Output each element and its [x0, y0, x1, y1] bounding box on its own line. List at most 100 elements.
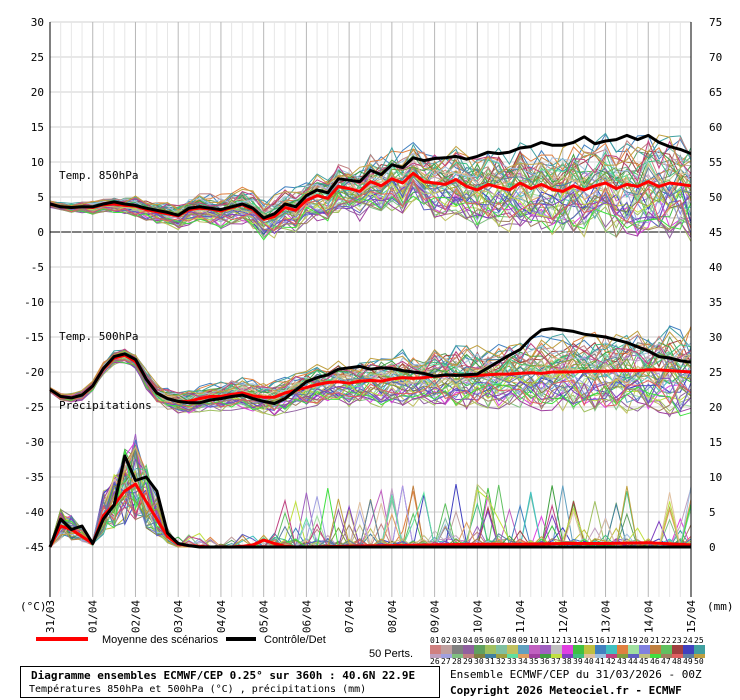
member-swatch [573, 654, 584, 658]
member-swatch [507, 645, 518, 654]
member-swatch [639, 645, 650, 654]
member-number: 30 [474, 657, 484, 664]
member-swatch [573, 645, 584, 654]
member-number: 33 [507, 657, 517, 664]
member-swatch [562, 654, 573, 658]
member-swatch [584, 654, 595, 658]
y-tick-left: -30 [24, 436, 44, 449]
member-line-t500 [49, 347, 692, 402]
member-swatch [485, 654, 496, 658]
y-tick-left: -35 [24, 471, 44, 484]
x-tick-label: 07/04 [343, 600, 356, 633]
y-tick-right: 40 [709, 261, 722, 274]
x-tick-label: 02/04 [129, 600, 142, 633]
member-swatch [562, 645, 573, 654]
member-swatch [650, 654, 661, 658]
y-tick-left: 5 [37, 191, 44, 204]
member-swatch [694, 654, 705, 658]
member-number: 42 [606, 657, 616, 664]
member-color-grid: 01 26 02 27 03 28 04 29 05 30 06 31 07 32 08 33 09 34 10 35… [430, 636, 705, 664]
member-number: 25 [694, 636, 704, 645]
member-swatch [606, 654, 617, 658]
member-number: 06 [485, 636, 495, 645]
y-tick-left: 25 [31, 51, 44, 64]
member-line-t850 [49, 191, 692, 241]
control-line-precip [48, 454, 691, 549]
x-tick-label: 09/04 [429, 600, 442, 633]
member-swatch [661, 654, 672, 658]
left-unit-label: (°C) [20, 600, 47, 613]
member-number: 09 [518, 636, 528, 645]
member-line-t850 [49, 186, 692, 235]
member-swatch [474, 654, 485, 658]
label-t850: Temp. 850hPa [59, 169, 138, 182]
legend-control-label: Contrôle/Det [264, 634, 326, 646]
member-swatch [452, 645, 463, 654]
x-tick-label: 05/04 [258, 600, 271, 633]
member-swatch [628, 645, 639, 654]
member-line-t500 [49, 358, 692, 411]
member-number: 49 [683, 657, 693, 664]
copyright: Copyright 2026 Meteociel.fr - ECMWF [450, 684, 682, 697]
y-tick-left: -10 [24, 296, 44, 309]
member-swatch [672, 645, 683, 654]
member-number: 32 [496, 657, 506, 664]
legend: Moyenne des scénarios Contrôle/Det 50 Pe… [36, 634, 705, 664]
member-number: 14 [573, 636, 583, 645]
member-number: 22 [661, 636, 671, 645]
member-swatch [463, 654, 474, 658]
y-tick-left: -15 [24, 331, 44, 344]
member-swatch [474, 645, 485, 654]
y-tick-left: -20 [24, 366, 44, 379]
label-t500: Temp. 500hPa [59, 330, 138, 343]
y-tick-right: 5 [709, 506, 716, 519]
footer-box: Diagramme ensembles ECMWF/CEP 0.25° sur … [20, 666, 440, 698]
legend-perts-label: 50 Perts. [369, 648, 413, 660]
member-swatch [441, 654, 452, 658]
member-number: 39 [573, 657, 583, 664]
right-unit-label: (mm) [707, 600, 734, 613]
x-tick-label: 01/04 [87, 600, 100, 633]
member-swatch [452, 654, 463, 658]
member-number: 34 [518, 657, 528, 664]
member-swatch [606, 645, 617, 654]
member-swatch [551, 654, 562, 658]
member-line-t500 [49, 359, 692, 417]
member-swatch [430, 654, 441, 658]
x-tick-label: 14/04 [642, 600, 655, 633]
y-tick-right: 35 [709, 296, 722, 309]
member-number: 36 [540, 657, 550, 664]
member-swatch [463, 645, 474, 654]
member-swatch [617, 654, 628, 658]
member-number: 27 [441, 657, 451, 664]
member-swatch [518, 645, 529, 654]
member-swatch [694, 645, 705, 654]
member-swatch [430, 645, 441, 654]
member-number: 37 [551, 657, 561, 664]
member-number: 35 [529, 657, 539, 664]
main-series [48, 133, 692, 549]
y-tick-right: 75 [709, 16, 722, 29]
x-tick-label: 12/04 [557, 600, 570, 633]
x-tick-label: 06/04 [300, 600, 313, 633]
x-tick-label: 03/04 [172, 600, 185, 633]
y-tick-left: -40 [24, 506, 44, 519]
run-info: Ensemble ECMWF/CEP du 31/03/2026 - 00Z [450, 668, 702, 681]
member-number: 07 [496, 636, 506, 645]
y-tick-right: 25 [709, 366, 722, 379]
control-line-t500 [49, 327, 692, 405]
member-swatch [683, 654, 694, 658]
member-number: 41 [595, 657, 605, 664]
member-swatch [507, 654, 518, 658]
member-number: 24 [683, 636, 693, 645]
y-tick-left: 20 [31, 86, 44, 99]
member-number: 38 [562, 657, 572, 664]
member-number: 10 [529, 636, 539, 645]
y-tick-right: 70 [709, 51, 722, 64]
member-line-t850 [49, 178, 692, 232]
member-number: 45 [639, 657, 649, 664]
x-tick-label: 13/04 [600, 600, 613, 633]
y-tick-left: 30 [31, 16, 44, 29]
legend-mean-label: Moyenne des scénarios [102, 634, 219, 646]
member-number: 17 [606, 636, 616, 645]
